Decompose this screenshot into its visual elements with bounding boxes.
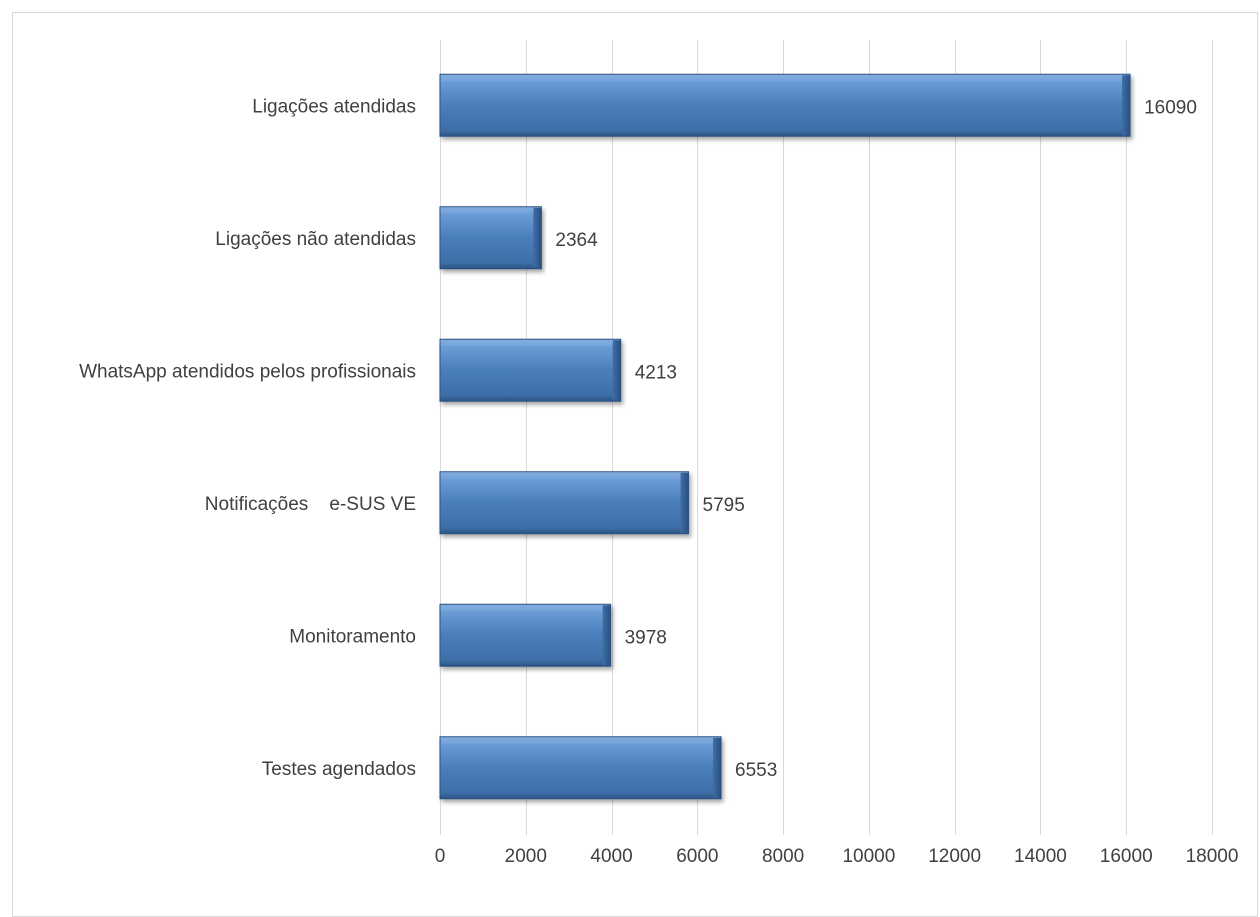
data-labels: 16090 2364 4213 5795 3978 6553 (555, 97, 1197, 781)
category-label: Ligações não atendidas (215, 229, 416, 250)
bar-cap (612, 340, 621, 401)
category-label: Ligações atendidas (252, 96, 416, 117)
bar (439, 338, 622, 402)
category-label: Notificações e-SUS VE (205, 494, 416, 515)
data-label: 2364 (555, 230, 598, 251)
bars (439, 73, 1131, 800)
bar-highlight (441, 605, 602, 612)
category-label: WhatsApp atendidos pelos profissionais (79, 361, 416, 382)
data-label: 16090 (1144, 97, 1197, 118)
bar (439, 73, 1131, 137)
data-label: 3978 (625, 627, 667, 648)
bar-group (439, 338, 622, 402)
bar-cap (602, 605, 611, 666)
gridlines (440, 40, 1213, 835)
bar-group (439, 603, 612, 667)
bar-cap (713, 737, 722, 798)
bar (439, 206, 542, 270)
bar-highlight (441, 472, 680, 479)
x-axis-tick-labels: 0 2000 4000 6000 8000 10000 12000 14000 16000 180… (435, 846, 1239, 867)
bar-group (439, 471, 690, 535)
bar-cap (680, 472, 689, 533)
x-tick-label: 6000 (676, 846, 718, 867)
data-label: 4213 (635, 362, 677, 383)
bar-cap (1122, 75, 1131, 136)
category-label: Testes agendados (262, 759, 416, 780)
x-tick-label: 10000 (842, 846, 895, 867)
x-tick-label: 0 (435, 846, 446, 867)
bar-group (439, 73, 1131, 137)
bar-highlight (441, 340, 612, 347)
x-tick-label: 16000 (1100, 846, 1153, 867)
x-tick-label: 8000 (762, 846, 804, 867)
bar-highlight (441, 207, 533, 214)
bar (439, 736, 722, 800)
data-label: 6553 (735, 760, 777, 781)
data-label: 5795 (703, 495, 745, 516)
x-tick-label: 12000 (928, 846, 981, 867)
bar-group (439, 206, 542, 270)
bar-highlight (441, 75, 1122, 82)
bar-highlight (441, 737, 713, 744)
x-tick-label: 18000 (1186, 846, 1239, 867)
bar (439, 603, 612, 667)
category-labels: Ligações atendidas Ligações não atendidas… (79, 96, 416, 780)
x-tick-label: 14000 (1014, 846, 1067, 867)
bar-group (439, 736, 722, 800)
bar (439, 471, 690, 535)
category-label: Monitoramento (289, 626, 416, 647)
x-tick-label: 4000 (590, 846, 632, 867)
bar-cap (533, 207, 542, 268)
x-tick-label: 2000 (505, 846, 547, 867)
